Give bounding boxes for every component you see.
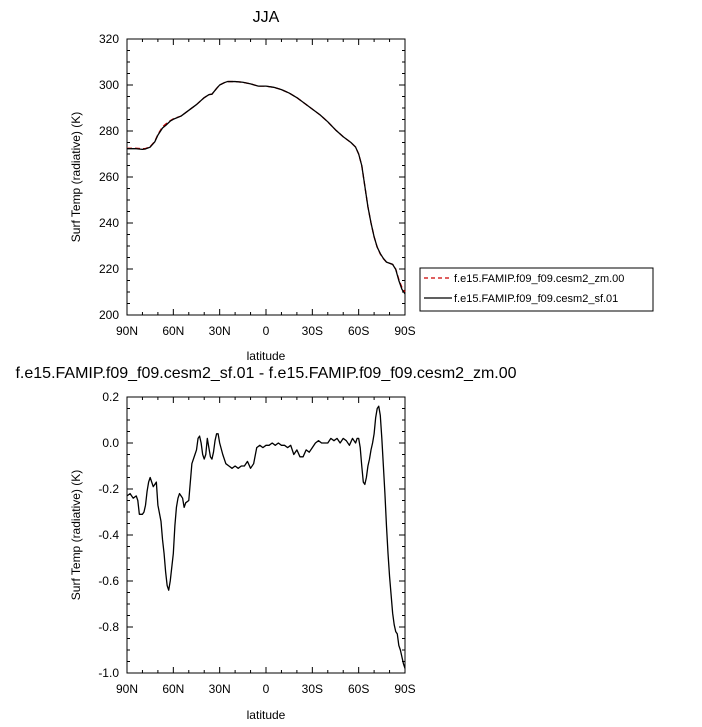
plot-area: 90N 60N 30N 0 30S 60S 90S 200 220 240 260 280 300 320 [99, 32, 416, 338]
bottom-chart-panel: f.e15.FAMIP.f09_f09.cesm2_sf.01 - f.e15.… [15, 365, 516, 722]
top-y-tick-label: 240 [99, 216, 119, 230]
bottom-series-line-0 [126, 405, 406, 669]
top-x-tick-label: 60N [162, 324, 184, 338]
top-chart-panel: JJA latitude Surf Temp (radiative) (K) 9… [69, 9, 416, 363]
x-axis-title-bottom: latitude [247, 708, 286, 722]
bottom-x-tick-label: 60S [348, 682, 369, 696]
top-x-tick-label: 30S [302, 324, 323, 338]
top-x-tick-label: 90N [116, 324, 138, 338]
y-axis-title: Surf Temp (radiative) (K) [69, 112, 83, 242]
bottom-y-tick-label: -1.0 [98, 666, 119, 680]
x-axis-title: latitude [247, 349, 286, 363]
legend-label-sf: f.e15.FAMIP.f09_f09.cesm2_sf.01 [454, 293, 618, 305]
bottom-x-tick-label: 0 [263, 682, 270, 696]
bottom-x-tick-label: 90N [116, 682, 138, 696]
top-x-tick-label: 30N [209, 324, 231, 338]
top-x-tick-label: 60S [348, 324, 369, 338]
bottom-y-tick-label: -0.4 [98, 528, 119, 542]
chart-title: JJA [253, 9, 280, 26]
bottom-x-tick-label: 60N [162, 682, 184, 696]
bottom-x-tick-label: 90S [394, 682, 415, 696]
y-axis-title-bottom: Surf Temp (radiative) (K) [69, 470, 83, 600]
plot-area-bottom: 90N 60N 30N 0 30S 60S 90S -1.0 -0.8 -0.6 -0.4 -0.2 0… [98, 390, 415, 696]
bottom-y-tick-label: 0.2 [102, 390, 119, 404]
bottom-x-tick-label: 30S [302, 682, 323, 696]
bottom-y-tick-label: -0.2 [98, 482, 119, 496]
difference-chart-title: f.e15.FAMIP.f09_f09.cesm2_sf.01 - f.e15.… [15, 365, 516, 382]
legend: f.e15.FAMIP.f09_f09.cesm2_zm.00 f.e15.FA… [419, 267, 654, 312]
top-y-tick-label: 260 [99, 170, 119, 184]
top-series-line-0 [127, 80, 406, 293]
top-x-tick-label: 90S [394, 324, 415, 338]
top-y-tick-label: 280 [99, 124, 119, 138]
legend-box [419, 267, 654, 312]
bottom-x-tick-label: 30N [209, 682, 231, 696]
bottom-y-tick-label: 0.0 [102, 436, 119, 450]
bottom-plot-frame [126, 396, 406, 674]
top-y-tick-label: 220 [99, 262, 119, 276]
bottom-y-tick-label: -0.6 [98, 574, 119, 588]
legend-label-zm: f.e15.FAMIP.f09_f09.cesm2_zm.00 [454, 273, 624, 285]
top-y-tick-label: 320 [99, 32, 119, 46]
bottom-y-tick-label: -0.8 [98, 620, 119, 634]
top-y-tick-label: 200 [99, 308, 119, 322]
top-x-tick-label: 0 [263, 324, 270, 338]
top-y-tick-label: 300 [99, 78, 119, 92]
top-series-line-1 [127, 80, 406, 295]
